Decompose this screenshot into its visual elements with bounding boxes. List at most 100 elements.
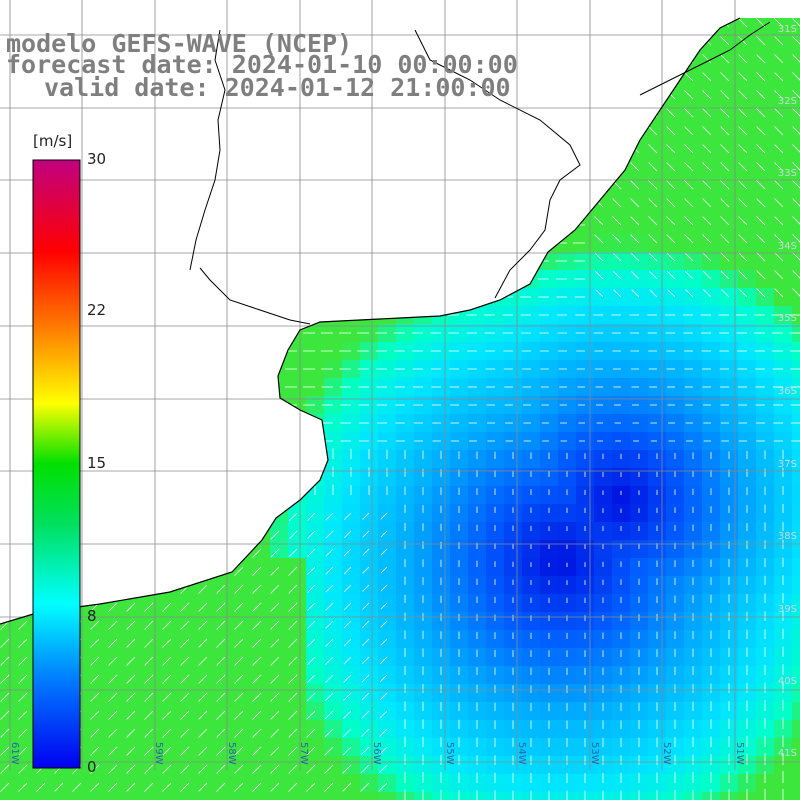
lat-label: 38S <box>777 531 797 542</box>
wind-arrow <box>342 782 352 792</box>
wind-arrow <box>198 674 208 684</box>
speed-cell <box>90 792 108 800</box>
wind-arrow <box>288 548 298 558</box>
wind-arrow <box>252 548 262 558</box>
speed-cell <box>792 648 800 666</box>
wind-arrow <box>180 692 190 702</box>
wind-arrow <box>216 692 226 702</box>
wind-arrow <box>720 126 730 136</box>
speed-cell <box>792 666 800 684</box>
wind-arrow <box>307 584 316 593</box>
wind-arrow <box>126 638 136 648</box>
wind-arrow <box>325 602 334 611</box>
wind-arrow <box>325 584 334 593</box>
wind-arrow <box>684 144 694 154</box>
lat-label: 37S <box>777 459 797 470</box>
wind-arrow <box>306 710 316 720</box>
wind-arrow <box>252 710 262 720</box>
wind-arrow <box>288 692 298 702</box>
wind-arrow <box>630 162 640 172</box>
wind-arrow <box>343 530 352 539</box>
wind-arrow <box>306 674 316 684</box>
wind-arrow <box>234 566 244 576</box>
wind-arrow <box>684 108 694 118</box>
wind-arrow <box>126 764 136 774</box>
wind-arrow <box>126 656 136 666</box>
wind-arrow <box>324 692 334 702</box>
wind-arrow <box>90 746 100 756</box>
wind-arrow <box>108 638 118 648</box>
colorbar-tick: 30 <box>87 150 107 168</box>
speed-cell <box>180 792 198 800</box>
wind-arrow <box>306 692 316 702</box>
wind-arrow <box>216 746 226 756</box>
wind-arrow <box>0 710 10 720</box>
wind-arrow <box>648 252 658 262</box>
wind-arrow <box>648 198 658 208</box>
wind-arrow <box>144 692 154 702</box>
lat-label: 32S <box>777 96 797 107</box>
wind-arrow <box>198 656 208 666</box>
title-valid-date: valid date: 2024-01-12 21:00:00 <box>44 73 511 102</box>
wind-arrow <box>774 216 784 226</box>
speed-cell <box>792 72 800 90</box>
wind-arrow <box>90 638 100 648</box>
wind-arrow <box>702 144 712 154</box>
wind-arrow <box>126 728 136 738</box>
speed-cell <box>792 288 800 306</box>
speed-cell <box>792 612 800 630</box>
wind-arrow <box>720 270 730 280</box>
wind-arrow <box>325 566 334 575</box>
wind-arrow <box>252 692 262 702</box>
wind-arrow <box>630 216 640 226</box>
wind-arrow <box>774 180 784 190</box>
wind-arrow <box>234 602 244 612</box>
wind-arrow <box>144 746 154 756</box>
wind-arrow <box>361 728 370 737</box>
wind-arrow <box>270 548 280 558</box>
wind-arrow <box>108 764 118 774</box>
wind-arrow <box>738 288 748 298</box>
wind-arrow <box>307 566 316 575</box>
wind-arrow <box>666 270 676 280</box>
wind-arrow <box>738 90 748 100</box>
wind-arrow <box>90 620 100 630</box>
wind-arrow <box>126 602 136 612</box>
wind-arrow <box>702 108 712 118</box>
wind-arrow <box>180 710 190 720</box>
wind-arrow <box>756 180 766 190</box>
wind-arrow <box>756 126 766 136</box>
wind-arrow <box>702 54 712 64</box>
wind-arrow <box>162 620 172 630</box>
wind-arrow <box>667 289 676 298</box>
wind-arrow <box>306 746 316 756</box>
wind-arrow <box>343 656 352 665</box>
lat-label: 40S <box>777 676 797 687</box>
wind-arrow <box>756 216 766 226</box>
wind-arrow <box>198 620 208 630</box>
speed-cell <box>792 198 800 216</box>
wind-arrow <box>234 782 244 792</box>
wind-arrow <box>343 584 352 593</box>
speed-cell <box>792 18 800 36</box>
speed-cell <box>792 450 800 468</box>
wind-arrow <box>144 656 154 666</box>
wind-arrow <box>270 746 280 756</box>
wind-arrow <box>343 512 352 521</box>
wind-arrow <box>774 270 784 280</box>
speed-cell <box>792 108 800 126</box>
coastline <box>0 17 741 625</box>
wind-arrow <box>774 126 784 136</box>
colorbar-gradient <box>32 159 81 769</box>
lon-label: 52W <box>661 742 672 765</box>
wind-arrow <box>362 620 370 628</box>
speed-cell <box>792 558 800 576</box>
wind-arrow <box>362 638 370 646</box>
wind-arrow <box>720 216 730 226</box>
wind-arrow <box>307 620 316 629</box>
wind-arrow <box>270 656 280 666</box>
wind-arrow <box>162 710 172 720</box>
lon-label: 51W <box>734 742 745 765</box>
wind-arrow <box>756 54 766 64</box>
